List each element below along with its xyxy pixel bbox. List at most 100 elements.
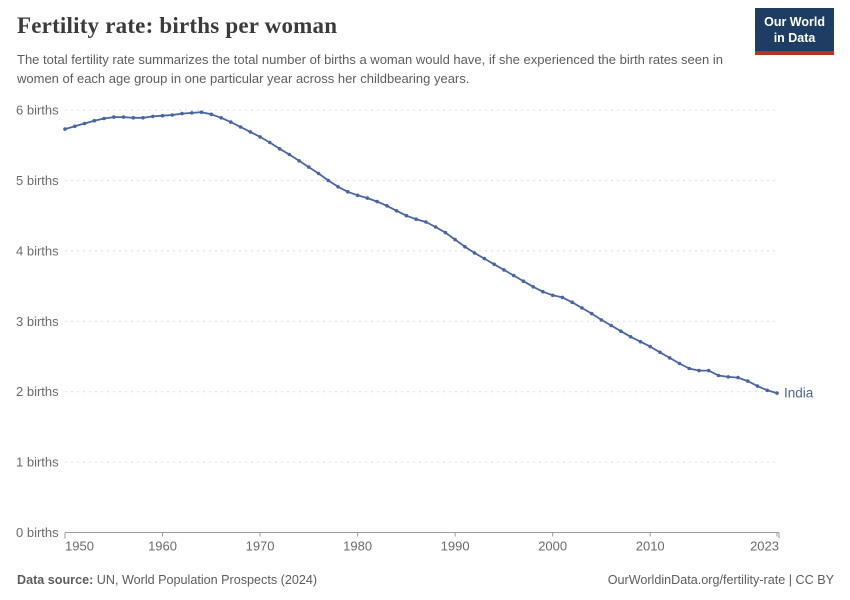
data-point-india-2008 (628, 335, 633, 339)
data-point-india-1952 (82, 121, 87, 126)
x-tick-label-1970: 1970 (246, 539, 275, 554)
data-point-india-2015 (697, 368, 701, 373)
data-point-india-2011 (658, 350, 662, 355)
data-point-india-1987 (424, 220, 428, 224)
data-point-india-1991 (463, 244, 467, 249)
data-point-india-1959 (151, 114, 155, 119)
data-source: Data source: UN, World Population Prospe… (17, 573, 317, 587)
x-tick-label-1960: 1960 (148, 539, 177, 554)
data-point-india-2021 (755, 384, 760, 388)
data-point-india-1984 (394, 209, 399, 213)
x-tick-label-2000: 2000 (538, 539, 567, 554)
data-point-india-1980 (355, 193, 360, 198)
data-point-india-2010 (648, 344, 652, 349)
data-point-india-2017 (716, 373, 721, 378)
x-tick-label-1950: 1950 (65, 539, 94, 554)
data-point-india-1960 (160, 113, 165, 118)
data-point-india-1969 (248, 130, 253, 134)
data-point-india-1963 (190, 111, 194, 115)
data-point-india-1983 (385, 204, 389, 208)
data-point-india-1966 (219, 116, 223, 120)
data-point-india-1974 (297, 159, 301, 163)
data-point-india-1968 (238, 125, 243, 129)
data-point-india-1992 (472, 251, 477, 255)
data-point-india-2003 (580, 306, 584, 310)
data-source-label: Data source: (17, 573, 94, 587)
data-point-india-1988 (433, 225, 438, 229)
chart-footer: Data source: UN, World Population Prospe… (17, 573, 834, 587)
x-tick-label-1980: 1980 (343, 539, 372, 554)
data-point-india-2009 (638, 339, 643, 344)
owid-logo-line2: in Data (773, 31, 816, 46)
data-point-india-1996 (511, 273, 516, 278)
data-point-india-2019 (736, 375, 740, 380)
y-tick-label-5: 5 births (16, 173, 59, 188)
page-title: Fertility rate: births per woman (17, 13, 338, 38)
y-tick-label-3: 3 births (16, 314, 59, 329)
data-line-india[interactable] (64, 111, 778, 395)
data-point-india-1961 (170, 113, 175, 117)
data-point-india-1976 (316, 171, 321, 176)
data-point-india-1975 (307, 165, 311, 169)
data-point-india-2016 (706, 368, 711, 373)
data-point-india-2013 (677, 361, 682, 366)
data-point-india-1979 (346, 190, 350, 194)
data-point-india-1971 (268, 140, 272, 145)
series-label-india[interactable]: India (784, 386, 814, 401)
x-tick-label-1990: 1990 (441, 539, 470, 554)
data-source-text: UN, World Population Prospects (2024) (93, 573, 318, 587)
data-point-india-2005 (599, 318, 604, 322)
data-point-india-1965 (209, 112, 214, 117)
data-point-india-1964 (199, 110, 204, 114)
data-point-india-1981 (365, 196, 370, 200)
data-point-india-1955 (112, 115, 116, 119)
data-point-india-1986 (414, 217, 418, 221)
data-point-india-2018 (726, 375, 730, 379)
data-point-india-1956 (121, 115, 126, 119)
y-tick-label-1: 1 births (16, 455, 59, 470)
data-point-india-2012 (667, 356, 672, 360)
data-point-india-1990 (453, 237, 457, 242)
y-tick-label-6: 6 births (16, 103, 59, 118)
data-point-india-1993 (482, 256, 487, 261)
data-point-india-2023 (775, 391, 779, 395)
x-tick-label-2010: 2010 (636, 539, 665, 554)
data-point-india-1977 (326, 178, 331, 183)
data-point-india-1951 (73, 124, 77, 129)
owid-license-link[interactable]: OurWorldinData.org/fertility-rate | CC B… (607, 573, 834, 587)
data-point-india-1970 (258, 135, 262, 139)
owid-logo-line1: Our World (764, 15, 825, 29)
data-point-india-1999 (541, 289, 545, 294)
data-point-india-1953 (92, 118, 97, 123)
data-point-india-1958 (141, 116, 145, 120)
data-point-india-2001 (560, 295, 565, 300)
data-point-india-1967 (229, 120, 233, 124)
fertility-line-chart: 0 births 1 births 2 births 3 births 4 births… (16, 103, 814, 554)
data-point-india-1962 (180, 111, 184, 116)
chart-subtitle: The total fertility rate summarizes the … (17, 52, 723, 86)
y-tick-label-4: 4 births (16, 243, 59, 258)
y-tick-label-2: 2 births (16, 384, 59, 399)
data-point-india-1950 (63, 127, 67, 131)
data-point-india-1989 (443, 230, 448, 235)
data-point-india-2004 (589, 311, 594, 316)
data-point-india-2002 (570, 300, 574, 305)
data-point-india-1982 (375, 199, 379, 204)
data-point-india-1995 (502, 268, 506, 272)
data-point-india-1957 (131, 116, 136, 120)
data-point-india-2020 (745, 379, 750, 383)
data-point-india-1985 (404, 213, 409, 218)
data-point-india-2022 (765, 388, 769, 393)
data-point-india-2006 (609, 323, 613, 328)
owid-logo[interactable]: Our World in Data (755, 8, 834, 55)
data-point-india-1973 (287, 152, 292, 157)
data-point-india-1978 (336, 185, 340, 189)
y-tick-label-0: 0 births (16, 525, 59, 540)
data-point-india-1997 (521, 279, 526, 283)
data-point-india-1972 (277, 147, 282, 151)
data-point-india-1954 (102, 116, 106, 121)
data-point-india-1998 (531, 285, 535, 289)
data-point-india-1994 (492, 262, 497, 267)
x-tick-label-2023: 2023 (750, 539, 779, 554)
data-point-india-2000 (550, 293, 555, 298)
